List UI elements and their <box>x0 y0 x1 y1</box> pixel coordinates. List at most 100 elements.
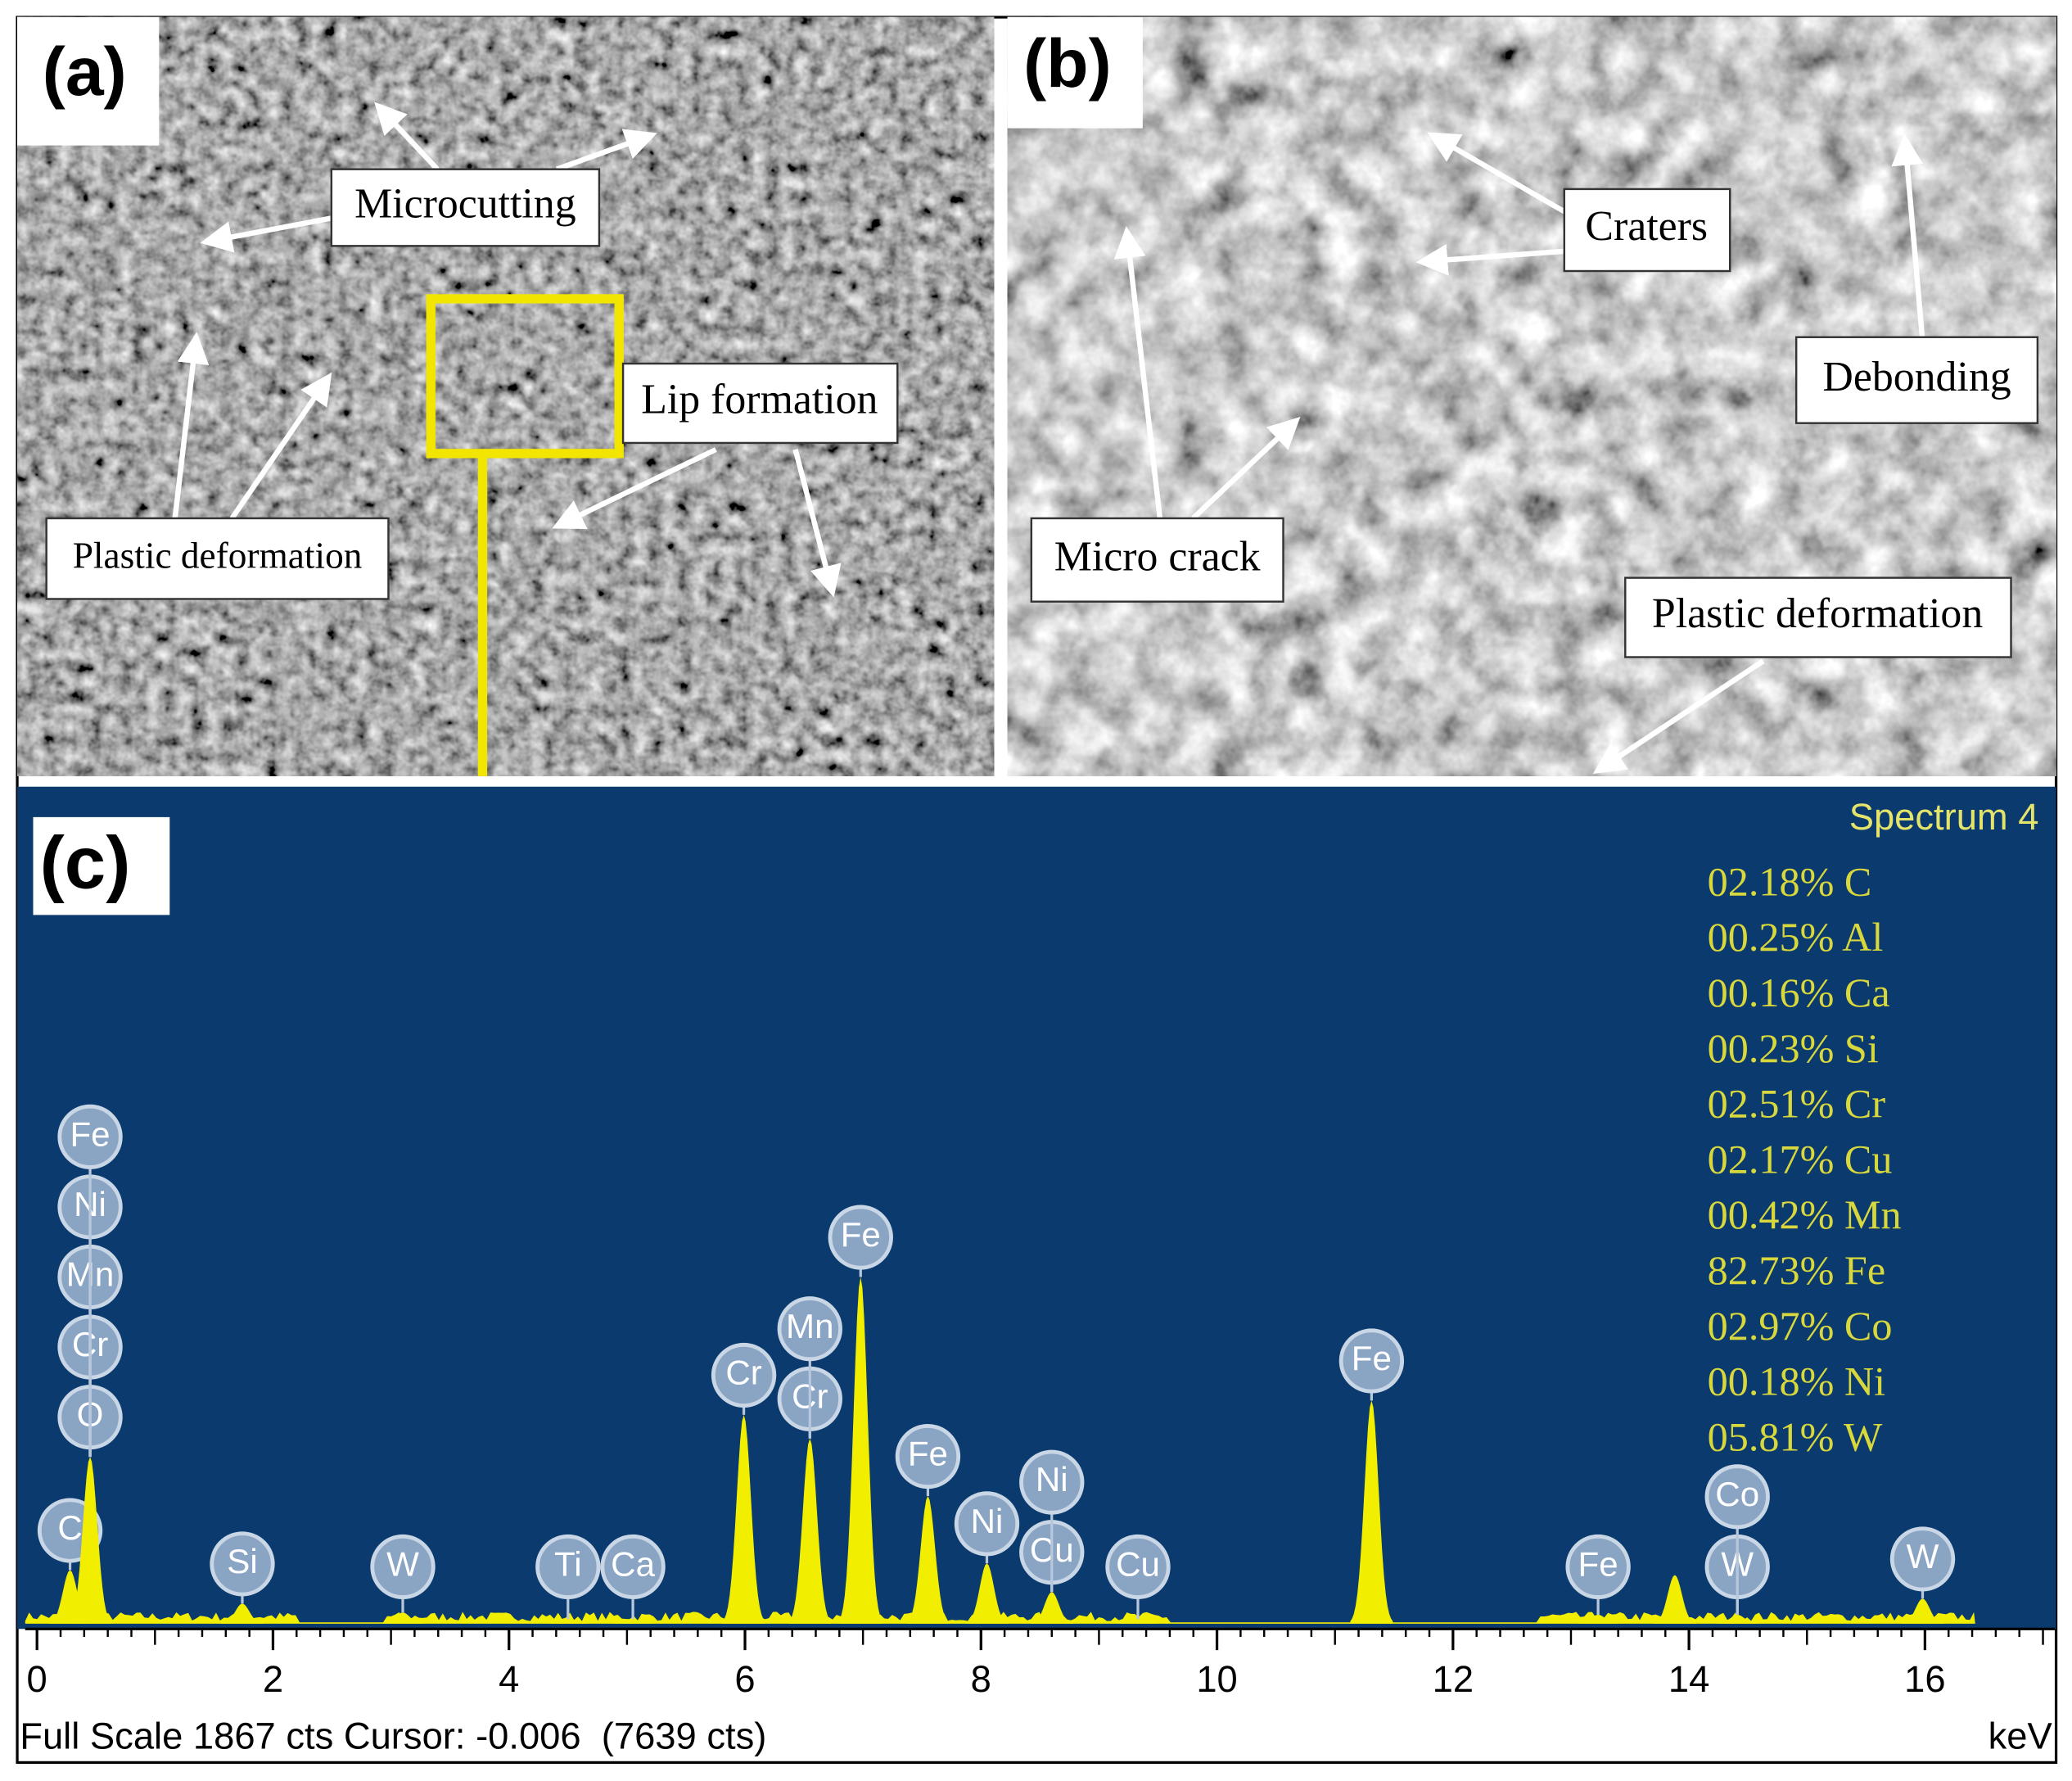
arrow <box>556 129 657 172</box>
element-label: Fe <box>1578 1545 1618 1584</box>
x-tick-label: 6 <box>734 1658 755 1700</box>
element-label: C <box>57 1508 82 1547</box>
element-bubble <box>1889 1526 1956 1592</box>
footer: Full Scale 1867 cts Cursor: -0.006 (7639… <box>20 1715 766 1756</box>
peak <box>965 1563 1009 1624</box>
arrow <box>552 447 717 530</box>
peak <box>221 1603 264 1624</box>
arrow <box>1592 658 1765 774</box>
peak <box>612 1619 655 1624</box>
peak <box>839 1277 883 1624</box>
panel-b: (b) Craters Debonding Micro crack Plasti… <box>1007 16 2056 776</box>
element-label: Si <box>227 1542 257 1580</box>
annotation-box <box>1624 576 2012 658</box>
spectrum-title: Spectrum 4 <box>1849 796 2039 838</box>
x-tick-label: 4 <box>499 1658 519 1700</box>
arrow <box>1891 133 1925 338</box>
arrow <box>200 215 332 253</box>
peak <box>722 1414 765 1624</box>
annotation: Micro crack <box>1054 534 1261 581</box>
composition-entry: 00.23% Si <box>1708 1025 1879 1071</box>
panel-a: (a) Microcutting Lip formation Plastic d… <box>17 16 995 776</box>
panel-c: (c) Spectrum 4 Full Scale 1867 cts Curso… <box>17 786 2056 1756</box>
label-box <box>17 16 160 146</box>
annotation: Plastic deformation <box>1652 590 1983 637</box>
element-label: Mn <box>786 1307 833 1345</box>
element-bubble <box>1704 1464 1770 1530</box>
arrow <box>1113 226 1163 519</box>
element-label: Fe <box>1352 1339 1392 1377</box>
annotation-box <box>621 362 899 445</box>
element-label: Ni <box>971 1502 1004 1540</box>
element-label: Cr <box>725 1354 761 1392</box>
peak <box>1030 1592 1073 1624</box>
element-bubble <box>600 1534 666 1599</box>
composition-entry: 02.18% C <box>1708 858 1872 904</box>
arrow <box>1427 132 1566 215</box>
arrow <box>1191 417 1301 521</box>
element-label: W <box>1907 1537 1939 1575</box>
annotation: Craters <box>1585 203 1708 250</box>
arrow <box>374 102 440 171</box>
element-bubble <box>1565 1534 1631 1599</box>
annotation-box <box>1030 517 1284 603</box>
x-tick-label: 12 <box>1433 1658 1474 1700</box>
x-tick-label: 14 <box>1668 1658 1709 1700</box>
element-bubble <box>895 1424 961 1489</box>
peak <box>1653 1575 1696 1624</box>
peak <box>788 1438 832 1624</box>
element-label: Fe <box>908 1435 948 1473</box>
composition-entry: 00.25% Al <box>1708 914 1884 960</box>
annotation: Lip formation <box>641 376 878 423</box>
composition-entry: 00.16% Ca <box>1708 970 1890 1015</box>
element-label: Ca <box>611 1545 655 1584</box>
annotation-box <box>330 168 601 247</box>
arrow <box>792 449 842 598</box>
annotation-box <box>1794 336 2039 424</box>
element-bubble <box>210 1531 275 1597</box>
element-label: Ti <box>554 1545 582 1584</box>
composition-entry: 00.18% Ni <box>1708 1358 1885 1404</box>
element-label: Fe <box>70 1114 110 1153</box>
x-tick-label: 16 <box>1904 1658 1945 1700</box>
annotation-box <box>1563 188 1731 273</box>
x-tick-label: 10 <box>1196 1658 1237 1700</box>
composition-entry: 02.17% Cu <box>1708 1136 1893 1182</box>
element-bubble <box>954 1491 1020 1557</box>
arrow <box>229 372 332 520</box>
peak <box>381 1612 424 1624</box>
label-box <box>1007 16 1143 129</box>
element-bubble <box>1338 1328 1405 1394</box>
label-box <box>33 816 170 915</box>
x-axis-label: keV <box>1988 1715 2052 1756</box>
element-bubble <box>370 1534 436 1599</box>
composition-entry: 82.73% Fe <box>1708 1247 1885 1293</box>
composition-entry: 00.42% Mn <box>1708 1191 1902 1237</box>
annotation: Plastic deformation <box>73 535 363 576</box>
panel-label: (b) <box>1023 25 1112 102</box>
panel-label: (a) <box>43 33 127 110</box>
arrow <box>172 332 210 519</box>
composition-entry: 02.51% Cr <box>1708 1081 1886 1127</box>
element-label: Co <box>1715 1475 1759 1513</box>
annotation: Debonding <box>1822 354 2011 400</box>
element-label: Cu <box>1116 1545 1160 1584</box>
composition-entry: 02.97% Co <box>1708 1303 1893 1349</box>
peak <box>69 1457 111 1624</box>
x-tick-label: 8 <box>971 1658 991 1700</box>
element-bubble <box>711 1342 777 1408</box>
x-tick-label: 2 <box>263 1658 283 1700</box>
x-tick-label: 0 <box>27 1658 47 1700</box>
element-label: Ni <box>1036 1460 1068 1498</box>
element-label: Fe <box>841 1215 881 1254</box>
arrow <box>1415 244 1565 276</box>
composition-entry: 05.81% W <box>1708 1414 1883 1460</box>
element-bubble <box>535 1534 601 1599</box>
panel-label: (c) <box>40 822 131 905</box>
element-label: W <box>386 1545 419 1584</box>
peak <box>1117 1619 1159 1624</box>
peak <box>1577 1614 1620 1624</box>
annotation: Microcutting <box>354 180 576 227</box>
